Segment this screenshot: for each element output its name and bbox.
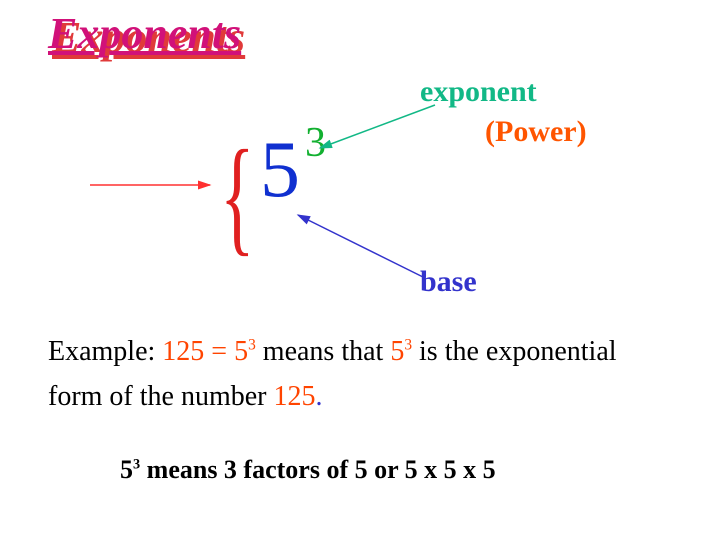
example-rhs-base: 5: [234, 336, 248, 367]
example-eq: =: [204, 336, 234, 367]
label-exponent: exponent: [420, 75, 537, 109]
bottom-statement: 53 means 3 factors of 5 or 5 x 5 x 5: [120, 455, 496, 485]
expression-exponent: 3: [305, 122, 326, 164]
expression-base: 5: [260, 130, 300, 210]
example-line2b: 125: [274, 381, 316, 412]
bottom-base: 5: [120, 455, 133, 484]
example-rhs2: 53: [390, 336, 412, 367]
page-title: Exponents: [48, 8, 241, 59]
example-period: .: [316, 381, 323, 412]
bottom-text: means 3 factors of 5 or 5 x 5 x 5: [140, 455, 496, 484]
example-mid2: is the exponential: [412, 336, 617, 367]
example-block: Example: 125 = 53 means that 53 is the e…: [48, 330, 688, 420]
example-rhs-exp: 3: [248, 337, 256, 354]
example-prefix: Example:: [48, 336, 155, 367]
example-line2a: form of the number: [48, 381, 274, 412]
arrow-to-base: [298, 215, 425, 278]
example-lhs-value: 125: [162, 336, 204, 367]
example-rhs2-exp: 3: [404, 337, 412, 354]
example-rhs2-base: 5: [390, 336, 404, 367]
arrow-to-exponent: [320, 105, 435, 148]
example-mid1: means that: [263, 336, 391, 367]
label-base: base: [420, 265, 477, 299]
brace-icon: {: [220, 122, 255, 271]
example-lhs: 125 = 53: [162, 336, 263, 367]
label-power: (Power): [485, 115, 587, 149]
